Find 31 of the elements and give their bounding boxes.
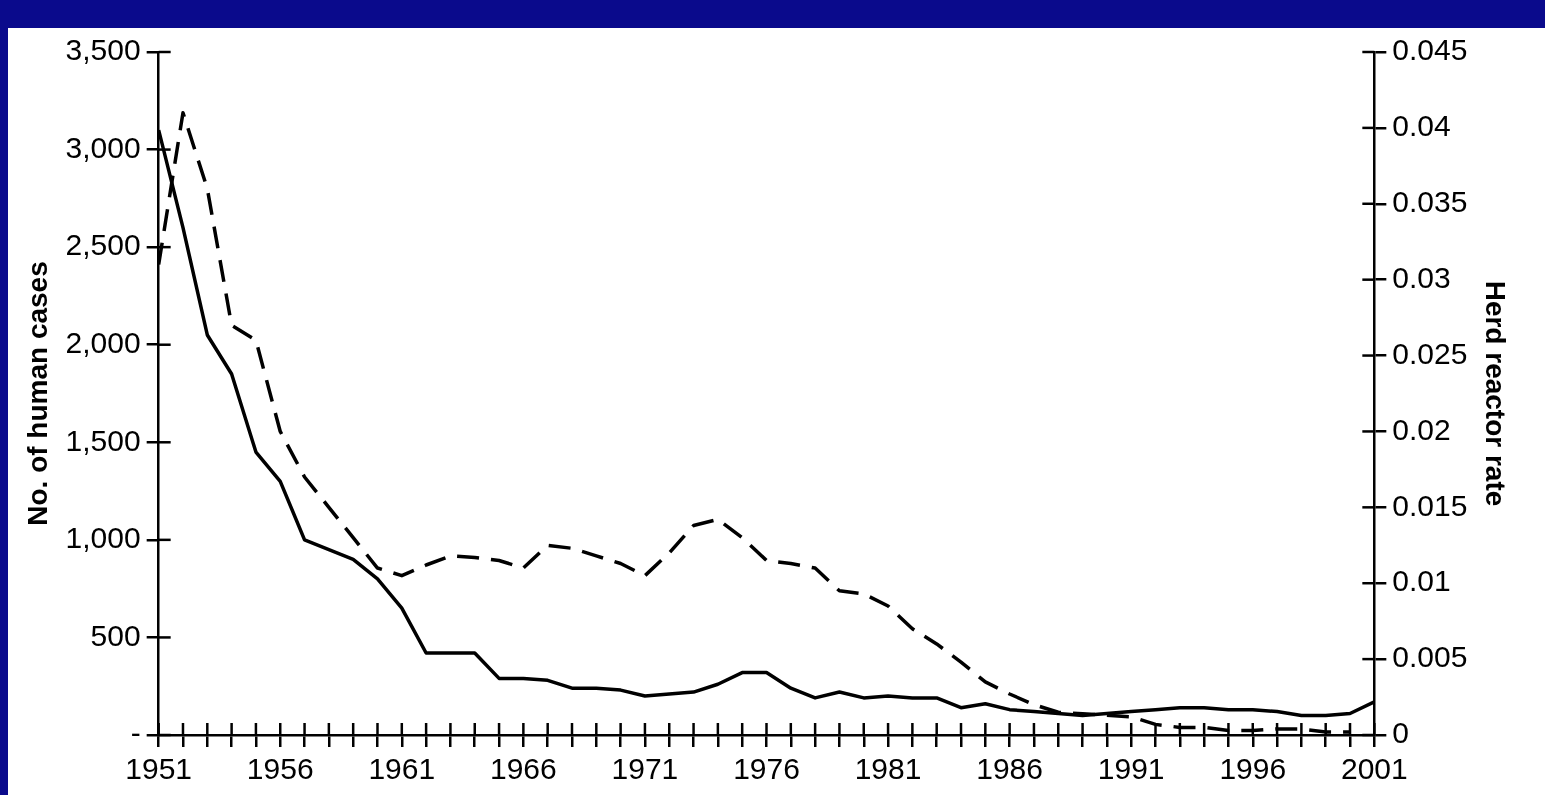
- y-tick-label: 1,500: [65, 423, 141, 457]
- y2-tick-label: 0.045: [1392, 33, 1468, 67]
- x-tick-label: 1996: [1219, 752, 1287, 786]
- x-tick-label: 1971: [611, 752, 679, 786]
- y2-tick-label: 0.04: [1392, 109, 1451, 143]
- y-tick-label: 3,500: [65, 33, 141, 67]
- y2-axis-title: Herd reactor rate: [1480, 280, 1512, 507]
- y2-tick-label: 0: [1392, 716, 1410, 750]
- x-tick-label: 2001: [1340, 752, 1408, 786]
- y2-tick-label: 0.02: [1392, 412, 1451, 446]
- y-axis-title: No. of human cases: [21, 261, 53, 526]
- x-tick-label: 1966: [489, 752, 557, 786]
- x-tick-label: 1986: [976, 752, 1044, 786]
- y-tick-label: 3,000: [65, 130, 141, 164]
- y-tick-label: 1,000: [65, 521, 141, 555]
- x-tick-label: 1981: [854, 752, 922, 786]
- y2-tick-label: 0.01: [1392, 564, 1451, 598]
- y2-tick-label: 0.005: [1392, 640, 1468, 674]
- y-tick-label: 2,500: [65, 228, 141, 262]
- x-tick-label: 1961: [368, 752, 436, 786]
- x-tick-label: 1956: [246, 752, 314, 786]
- x-tick-label: 1976: [733, 752, 800, 786]
- x-tick-label: 1991: [1097, 752, 1165, 786]
- y2-tick-label: 0.025: [1392, 336, 1468, 370]
- y-tick-label: 2,000: [65, 325, 141, 359]
- y2-tick-label: 0.03: [1392, 260, 1451, 294]
- y-tick-label: 500: [90, 618, 141, 652]
- y2-tick-label: 0.015: [1392, 488, 1468, 522]
- y-tick-label: -: [130, 716, 141, 750]
- x-tick-label: 1951: [125, 752, 193, 786]
- y2-tick-label: 0.035: [1392, 185, 1468, 219]
